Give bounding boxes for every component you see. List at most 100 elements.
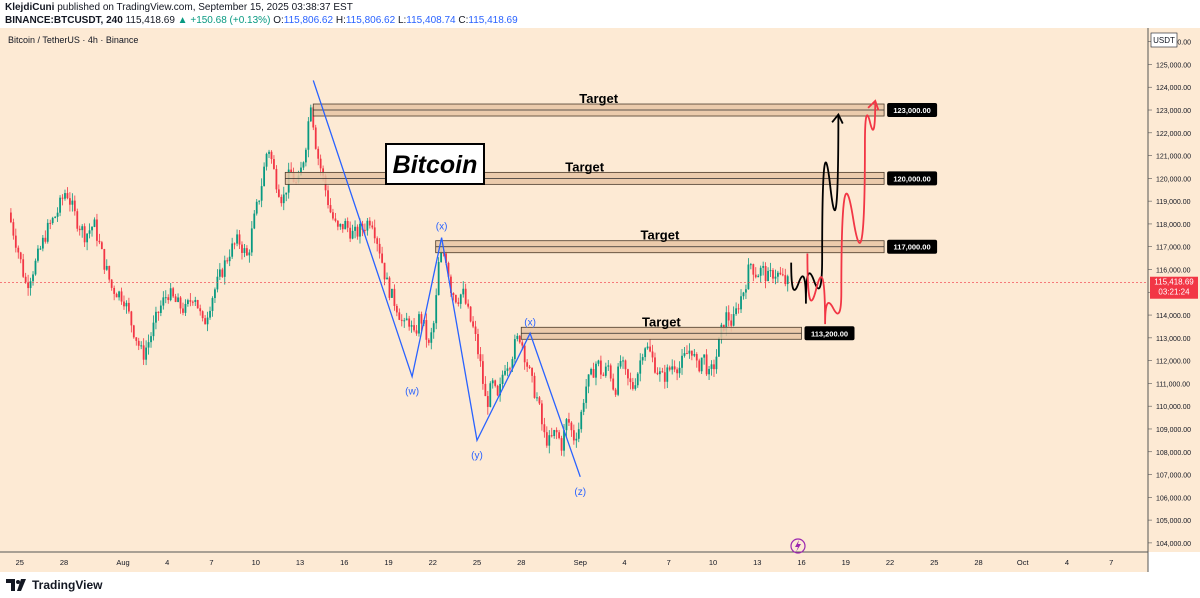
candle <box>641 353 644 365</box>
candle-body <box>69 198 71 205</box>
candle-body <box>710 364 713 369</box>
candle <box>491 378 494 389</box>
candle <box>435 288 438 330</box>
candle-body <box>332 212 334 219</box>
candle-body <box>730 320 733 326</box>
candle-body <box>757 275 760 278</box>
candle <box>553 429 556 439</box>
candle-body <box>177 297 179 302</box>
publisher-name[interactable]: KlejdiCuni <box>5 2 55 13</box>
y-tick-label: 113,000.00 <box>1156 336 1191 343</box>
candle-body <box>629 378 632 383</box>
candle-body <box>506 368 509 371</box>
candle-body <box>541 403 543 425</box>
candle-body <box>14 235 17 248</box>
candle-body <box>545 432 548 446</box>
candle-body <box>51 217 54 224</box>
currency-label-box[interactable] <box>1150 32 1178 48</box>
candle <box>678 361 681 378</box>
candle-body <box>580 411 583 430</box>
candle-body <box>489 383 492 407</box>
candle-body <box>162 297 165 306</box>
candle-body <box>305 149 307 163</box>
tradingview-logo[interactable]: TradingView <box>6 578 102 592</box>
x-tick-label: 10 <box>709 558 717 567</box>
candle-body <box>81 226 84 231</box>
candle-body <box>78 228 81 231</box>
candle <box>243 243 246 258</box>
candle-body <box>533 375 536 398</box>
candle-body <box>676 369 679 374</box>
candle <box>76 208 79 232</box>
candle <box>774 269 777 285</box>
candle-body <box>204 318 207 325</box>
candle <box>509 366 511 374</box>
candle <box>39 245 42 250</box>
candle-body <box>226 260 229 262</box>
candle <box>172 286 175 299</box>
candle-body <box>373 227 376 239</box>
candle-body <box>526 362 529 367</box>
y-tick-label: 119,000.00 <box>1156 199 1191 206</box>
candle-body <box>248 252 251 256</box>
candle <box>209 306 211 320</box>
candle <box>568 412 570 426</box>
candle-body <box>182 308 184 313</box>
candle-body <box>531 367 533 376</box>
candle-body <box>196 300 199 309</box>
candle <box>103 248 106 274</box>
candle-body <box>450 276 452 294</box>
candle <box>398 308 401 321</box>
candle-body <box>17 247 20 253</box>
x-tick-label: 4 <box>622 558 626 567</box>
candle-body <box>477 333 479 355</box>
candle <box>211 296 214 317</box>
candle-body <box>100 242 103 250</box>
candle <box>32 271 34 286</box>
candle-body <box>83 226 86 243</box>
candle-body <box>538 397 541 404</box>
annotation-box[interactable] <box>385 143 485 185</box>
x-tick-label: Aug <box>116 558 129 567</box>
candle-body <box>76 211 79 229</box>
candle <box>452 292 455 301</box>
candle <box>523 343 526 370</box>
candle-body <box>359 223 361 237</box>
candle-body <box>329 205 332 213</box>
candle <box>174 293 177 303</box>
candle-body <box>194 300 197 302</box>
candle-body <box>137 340 140 346</box>
y-tick-label: 118,000.00 <box>1156 222 1191 229</box>
candle <box>49 219 52 230</box>
candle-body <box>383 262 386 280</box>
candle-body <box>167 297 170 301</box>
candle <box>302 161 305 171</box>
candle-body <box>169 288 172 301</box>
chart-area[interactable]: Bitcoin / TetherUS · 4h · Binance 104,00… <box>0 28 1200 572</box>
candle-body <box>37 248 39 261</box>
price-chart[interactable]: Bitcoin / TetherUS · 4h · Binance 104,00… <box>0 28 1200 572</box>
candle <box>189 293 192 307</box>
candle-body <box>491 380 494 384</box>
candle <box>285 192 288 202</box>
candle <box>34 258 37 276</box>
wave-line <box>312 80 581 478</box>
candle-body <box>91 226 93 231</box>
candle <box>263 162 266 187</box>
y-tick-label: 108,000.00 <box>1156 450 1191 457</box>
candle <box>130 310 133 333</box>
candle-body <box>29 281 32 289</box>
candle <box>246 245 248 257</box>
target-price-tag-box <box>887 103 938 118</box>
x-tick-label: 28 <box>60 558 68 567</box>
candle-body <box>700 357 703 372</box>
y-tick-label: 104,000.00 <box>1156 541 1191 548</box>
candle <box>196 299 199 309</box>
candle <box>273 155 275 170</box>
candle-body <box>140 345 143 347</box>
lightning-icon[interactable] <box>790 538 806 554</box>
candle <box>489 381 492 408</box>
candle <box>749 262 752 270</box>
open-label: O: <box>273 15 284 26</box>
last-price: 115,418.69 <box>125 15 175 26</box>
